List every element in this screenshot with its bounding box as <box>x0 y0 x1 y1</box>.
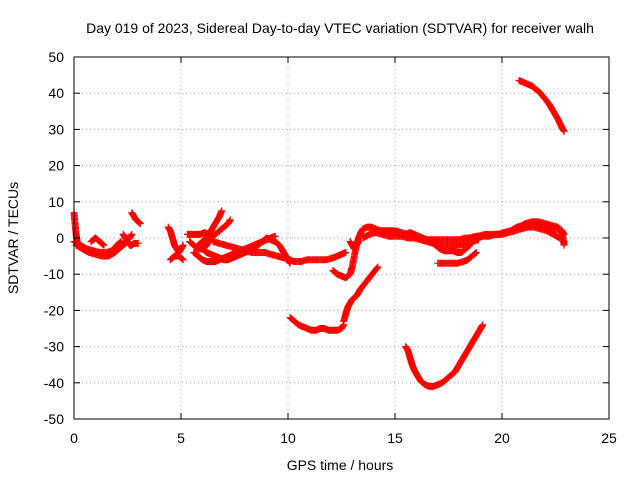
series-arc-14 <box>198 216 234 253</box>
series-markers <box>194 207 226 249</box>
y-tick-label: 0 <box>56 230 64 246</box>
series-arc-28 <box>515 77 568 135</box>
series-arc-19 <box>340 263 382 325</box>
series-markers <box>198 216 234 253</box>
x-tick-label: 25 <box>601 430 617 446</box>
series-arc-24 <box>434 249 480 267</box>
chart-title: Day 019 of 2023, Sidereal Day-to-day VTE… <box>86 20 594 36</box>
series-markers <box>166 252 187 264</box>
x-tick-label: 15 <box>387 430 403 446</box>
x-axis-label: GPS time / hours <box>287 457 394 473</box>
series-arc-20 <box>346 238 363 253</box>
y-axis-tick-labels: -50 -40 -30 -20 -10 0 10 20 30 40 50 <box>44 49 64 427</box>
series-markers <box>286 314 348 334</box>
series-markers <box>87 234 108 249</box>
series-arc-09 <box>166 252 187 264</box>
series-arc-08 <box>164 223 187 256</box>
axis-ticks <box>73 56 610 420</box>
y-tick-label: -10 <box>44 266 64 282</box>
grid <box>74 57 609 419</box>
y-tick-label: 40 <box>48 85 64 101</box>
series-markers <box>434 249 480 267</box>
series-arc-13 <box>194 207 226 249</box>
y-tick-label: -40 <box>44 375 64 391</box>
y-tick-label: -30 <box>44 339 64 355</box>
series-markers <box>113 230 136 253</box>
series-arc-17 <box>286 314 348 334</box>
y-tick-label: 30 <box>48 121 64 137</box>
y-tick-label: -50 <box>44 411 64 427</box>
series-markers <box>209 238 294 264</box>
series-arc-06 <box>128 209 144 227</box>
series-markers <box>509 218 568 249</box>
series-arc-16 <box>284 249 350 265</box>
y-tick-label: 10 <box>48 194 64 210</box>
x-tick-label: 20 <box>494 430 510 446</box>
series-arc-04 <box>87 234 108 249</box>
series-markers <box>128 209 144 227</box>
series-arc-22 <box>402 321 487 390</box>
y-axis-label: SDTVAR / TECUs <box>5 182 21 294</box>
series-markers <box>515 77 568 135</box>
data-points <box>70 77 568 390</box>
series-markers <box>346 238 363 253</box>
x-axis-tick-labels: 0 5 10 15 20 25 <box>70 430 617 446</box>
y-tick-label: 50 <box>48 49 64 65</box>
x-tick-label: 10 <box>280 430 296 446</box>
series-markers <box>402 321 487 390</box>
y-tick-label: -20 <box>44 302 64 318</box>
series-markers <box>164 223 187 256</box>
series-arc-27 <box>509 218 568 249</box>
series-markers <box>340 263 382 325</box>
series-arc-07 <box>113 230 136 253</box>
series-arc-15 <box>209 238 294 264</box>
series-markers <box>284 249 350 265</box>
y-tick-label: 20 <box>48 158 64 174</box>
x-tick-label: 5 <box>177 430 185 446</box>
x-tick-label: 0 <box>70 430 78 446</box>
